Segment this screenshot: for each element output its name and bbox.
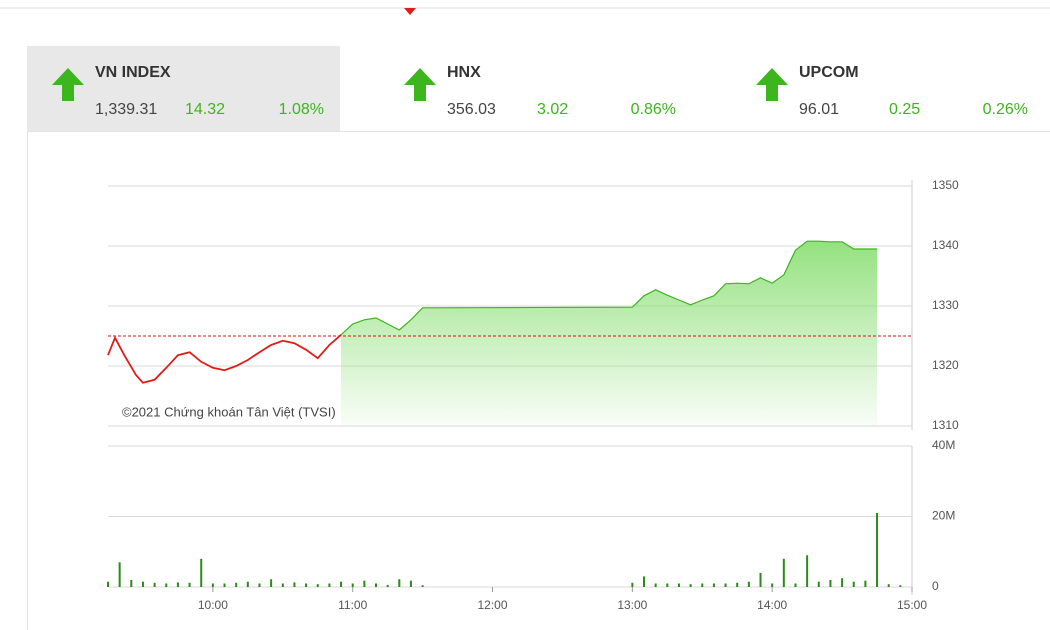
x-tick-label: 11:00: [338, 598, 367, 612]
watermark: ©2021 Chứng khoán Tân Việt (TVSI): [122, 404, 336, 419]
y-tick-label: 20M: [932, 509, 955, 523]
x-tick-label: 12:00: [478, 598, 508, 612]
x-tick-label: 10:00: [198, 598, 228, 612]
volume-bar: [631, 582, 634, 587]
volume-bar: [771, 583, 774, 587]
price-line: [107, 334, 342, 384]
volume-bar: [759, 572, 762, 587]
volume-bar: [852, 581, 855, 587]
index-change: 3.02: [537, 101, 568, 118]
volume-bar: [712, 583, 715, 587]
index-percent: 0.86%: [631, 101, 676, 118]
volume-bar: [328, 583, 331, 587]
volume-bar: [153, 582, 156, 587]
y-tick-label: 1340: [932, 238, 959, 252]
y-tick-label: 1350: [932, 178, 959, 192]
volume-bar: [876, 512, 879, 587]
y-tick-label: 0: [932, 579, 939, 593]
y-tick-label: 40M: [932, 438, 955, 452]
volume-bar: [246, 581, 249, 587]
x-tick-label: 14:00: [757, 598, 787, 612]
volume-bar: [409, 580, 412, 587]
volume-bar: [375, 583, 377, 587]
volume-bar: [130, 579, 133, 587]
volume-bar: [293, 582, 296, 587]
volume-bar: [141, 581, 144, 587]
y-tick-label: 1330: [932, 298, 959, 312]
index-change: 0.25: [889, 101, 920, 118]
tab-active-bg: [27, 46, 340, 131]
volume-bar: [899, 585, 902, 587]
index-name: VN INDEX: [95, 64, 171, 81]
volume-bar: [817, 581, 820, 587]
volume-bar: [305, 583, 308, 587]
volume-bar: [643, 576, 645, 587]
volume-bar: [806, 555, 809, 587]
volume-bar: [270, 579, 273, 587]
volume-bar: [351, 583, 354, 587]
pointer: [404, 8, 416, 15]
up-arrow-icon: [404, 68, 436, 101]
y-tick-label: 1320: [932, 358, 959, 372]
x-tick-label: 15:00: [897, 598, 927, 612]
volume-bar: [677, 583, 680, 587]
volume-bar: [107, 581, 109, 587]
volume-bar: [421, 585, 424, 587]
index-value: 356.03: [447, 101, 496, 118]
index-value: 96.01: [799, 101, 839, 118]
volume-bar: [864, 580, 867, 587]
volume-bar: [340, 581, 343, 587]
price-line: [340, 240, 878, 336]
volume-bar: [654, 583, 657, 587]
y-tick-label: 1310: [932, 418, 959, 432]
index-percent: 0.26%: [983, 101, 1028, 118]
volume-bar: [258, 583, 261, 587]
volume-bar: [701, 583, 704, 587]
index-percent: 1.08%: [279, 101, 324, 118]
volume-bar: [176, 582, 179, 587]
volume-bar: [235, 582, 238, 587]
index-name: HNX: [447, 64, 481, 81]
volume-bar: [794, 583, 797, 587]
volume-bar: [316, 584, 319, 587]
volume-bar: [165, 583, 168, 587]
volume-bar: [188, 582, 191, 587]
volume-bar: [841, 578, 844, 587]
volume-bar: [782, 558, 785, 587]
volume-bar: [829, 579, 832, 587]
volume-bar: [386, 584, 389, 587]
volume-bar: [689, 584, 692, 587]
volume-bar: [223, 583, 226, 587]
index-change: 14.32: [185, 101, 225, 118]
up-arrow-icon: [52, 68, 84, 101]
index-value: 1,339.31: [95, 101, 157, 118]
volume-bar: [736, 582, 739, 587]
index-name: UPCOM: [799, 64, 859, 81]
chart-panel: [27, 131, 1050, 630]
volume-bar: [398, 579, 401, 587]
volume-bar: [211, 583, 214, 587]
volume-bar: [666, 583, 669, 587]
volume-bar: [363, 580, 366, 587]
up-arrow-icon: [756, 68, 788, 101]
volume-bar: [747, 581, 750, 587]
volume-bar: [281, 583, 284, 587]
volume-bar: [118, 562, 121, 587]
volume-bar: [887, 584, 890, 587]
volume-bar: [200, 558, 203, 587]
volume-bar: [724, 583, 727, 587]
price-area: [341, 241, 878, 426]
x-tick-label: 13:00: [617, 598, 647, 612]
